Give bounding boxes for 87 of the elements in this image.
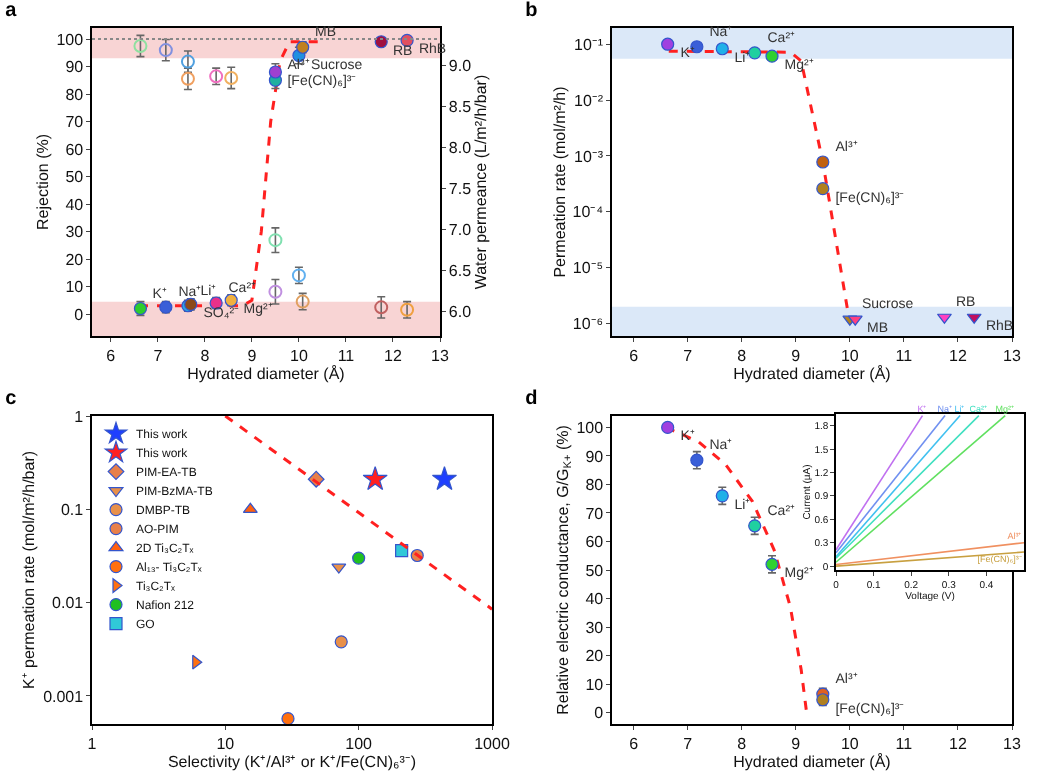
y-tick-label: 10 xyxy=(585,675,605,694)
y-tick-label: 70 xyxy=(585,504,605,523)
y-tick-label: 20 xyxy=(65,250,85,269)
y-tick-label: 10⁻⁶ xyxy=(572,315,604,334)
x-tick-label: 6 xyxy=(629,734,640,753)
y-tick-label: 70 xyxy=(65,113,85,132)
y-tick-label: 0 xyxy=(594,704,605,723)
y-tick-label: 10⁻³ xyxy=(574,147,604,166)
x-tick-label: 11 xyxy=(895,346,914,365)
x-tick-label: 10 xyxy=(840,734,860,753)
y-tick-label: 30 xyxy=(65,223,85,242)
y-tick-label: 50 xyxy=(585,561,605,580)
y2-tick-label: 8.5 xyxy=(448,98,473,117)
point xyxy=(133,39,148,54)
y-tick-label: 50 xyxy=(65,168,85,187)
x-tick-label: 1 xyxy=(87,734,98,753)
x-tick-label: 12 xyxy=(949,734,968,753)
x-axis-title: Selectivity (K⁺/Al³⁺ or K⁺/Fe(CN)₆³⁻) xyxy=(167,753,417,772)
x-tick-label: 13 xyxy=(1003,734,1022,753)
y-tick-label: 10⁻⁵ xyxy=(572,259,604,278)
x-tick-label: 10 xyxy=(840,346,860,365)
y-tick-label: 40 xyxy=(585,590,605,609)
point xyxy=(268,233,283,248)
x-tick-label: 12 xyxy=(384,346,403,365)
x-tick-label: 7 xyxy=(153,346,164,365)
y-tick-label: 0 xyxy=(74,305,85,324)
y-axis-title: K⁺ permeation rate (mol/m²/h/bar) xyxy=(20,450,39,690)
y2-tick-label: 9.0 xyxy=(448,57,473,76)
x-tick-label: 8 xyxy=(200,346,211,365)
y-tick-label: 1 xyxy=(74,407,85,426)
y-tick-label: 10⁻⁴ xyxy=(572,203,605,222)
y2-tick-label: 6.0 xyxy=(448,303,473,322)
y-tick-label: 10⁻² xyxy=(574,91,604,110)
y2-tick-label: 7.5 xyxy=(448,180,473,199)
chart-title: b xyxy=(525,0,538,22)
y-tick-label: 100 xyxy=(56,30,85,49)
y-tick-label: 10⁻¹ xyxy=(574,35,604,54)
y-tick-label: 80 xyxy=(585,476,605,495)
point xyxy=(224,70,239,85)
x-tick-label: 12 xyxy=(949,346,968,365)
x-tick-label: 7 xyxy=(683,734,694,753)
y-tick-label: 0.01 xyxy=(52,594,85,613)
y2-axis-title: Water permeance (L/m²/h/bar) xyxy=(471,74,490,290)
x-tick-label: 10 xyxy=(216,734,236,753)
y-tick-label: 60 xyxy=(65,140,85,159)
y2-tick-label: 8.0 xyxy=(448,139,473,158)
x-tick-label: 9 xyxy=(247,346,258,365)
y-axis-title: Permeation rate (mol/m²/h) xyxy=(550,85,569,278)
x-tick-label: 7 xyxy=(683,346,694,365)
chart-title: d xyxy=(525,387,538,410)
x-tick-label: 100 xyxy=(345,734,374,753)
x-axis-title: Hydrated diameter (Å) xyxy=(187,365,346,384)
x-axis-title: Hydrated diameter (Å) xyxy=(733,753,892,772)
x-tick-label: 10 xyxy=(290,346,309,365)
y-tick-label: 20 xyxy=(585,647,605,666)
y-tick-label: 90 xyxy=(65,58,85,77)
point xyxy=(180,54,195,69)
point xyxy=(374,300,389,315)
y-axis-title: Rejection (%) xyxy=(33,133,52,231)
x-tick-label: 9 xyxy=(791,346,802,365)
x-tick-label: 6 xyxy=(106,346,117,365)
x-tick-label: 13 xyxy=(431,346,450,365)
x-tick-label: 11 xyxy=(895,734,914,753)
chart-title: a xyxy=(5,0,18,22)
y-tick-label: 10 xyxy=(65,278,85,297)
x-tick-label: 1000 xyxy=(474,734,511,753)
x-tick-label: 11 xyxy=(337,346,356,365)
y-tick-label: 60 xyxy=(585,533,605,552)
point xyxy=(158,43,173,58)
y-tick-label: 0.001 xyxy=(43,687,85,706)
point xyxy=(268,284,283,299)
y-tick-label: 80 xyxy=(65,85,85,104)
y2-tick-label: 6.5 xyxy=(448,262,473,281)
x-tick-label: 6 xyxy=(629,346,640,365)
chart-title: c xyxy=(5,387,18,410)
y-tick-label: 90 xyxy=(585,447,605,466)
point xyxy=(180,71,195,86)
x-tick-label: 8 xyxy=(737,734,748,753)
y-tick-label: 40 xyxy=(65,195,85,214)
y-tick-label: 100 xyxy=(576,419,605,438)
y-tick-label: 0.1 xyxy=(60,500,85,519)
y2-tick-label: 7.0 xyxy=(448,221,473,240)
y-tick-label: 30 xyxy=(585,618,605,637)
x-axis-title: Hydrated diameter (Å) xyxy=(733,365,892,384)
x-tick-label: 13 xyxy=(1003,346,1022,365)
x-tick-label: 9 xyxy=(791,734,802,753)
x-tick-label: 8 xyxy=(737,346,748,365)
